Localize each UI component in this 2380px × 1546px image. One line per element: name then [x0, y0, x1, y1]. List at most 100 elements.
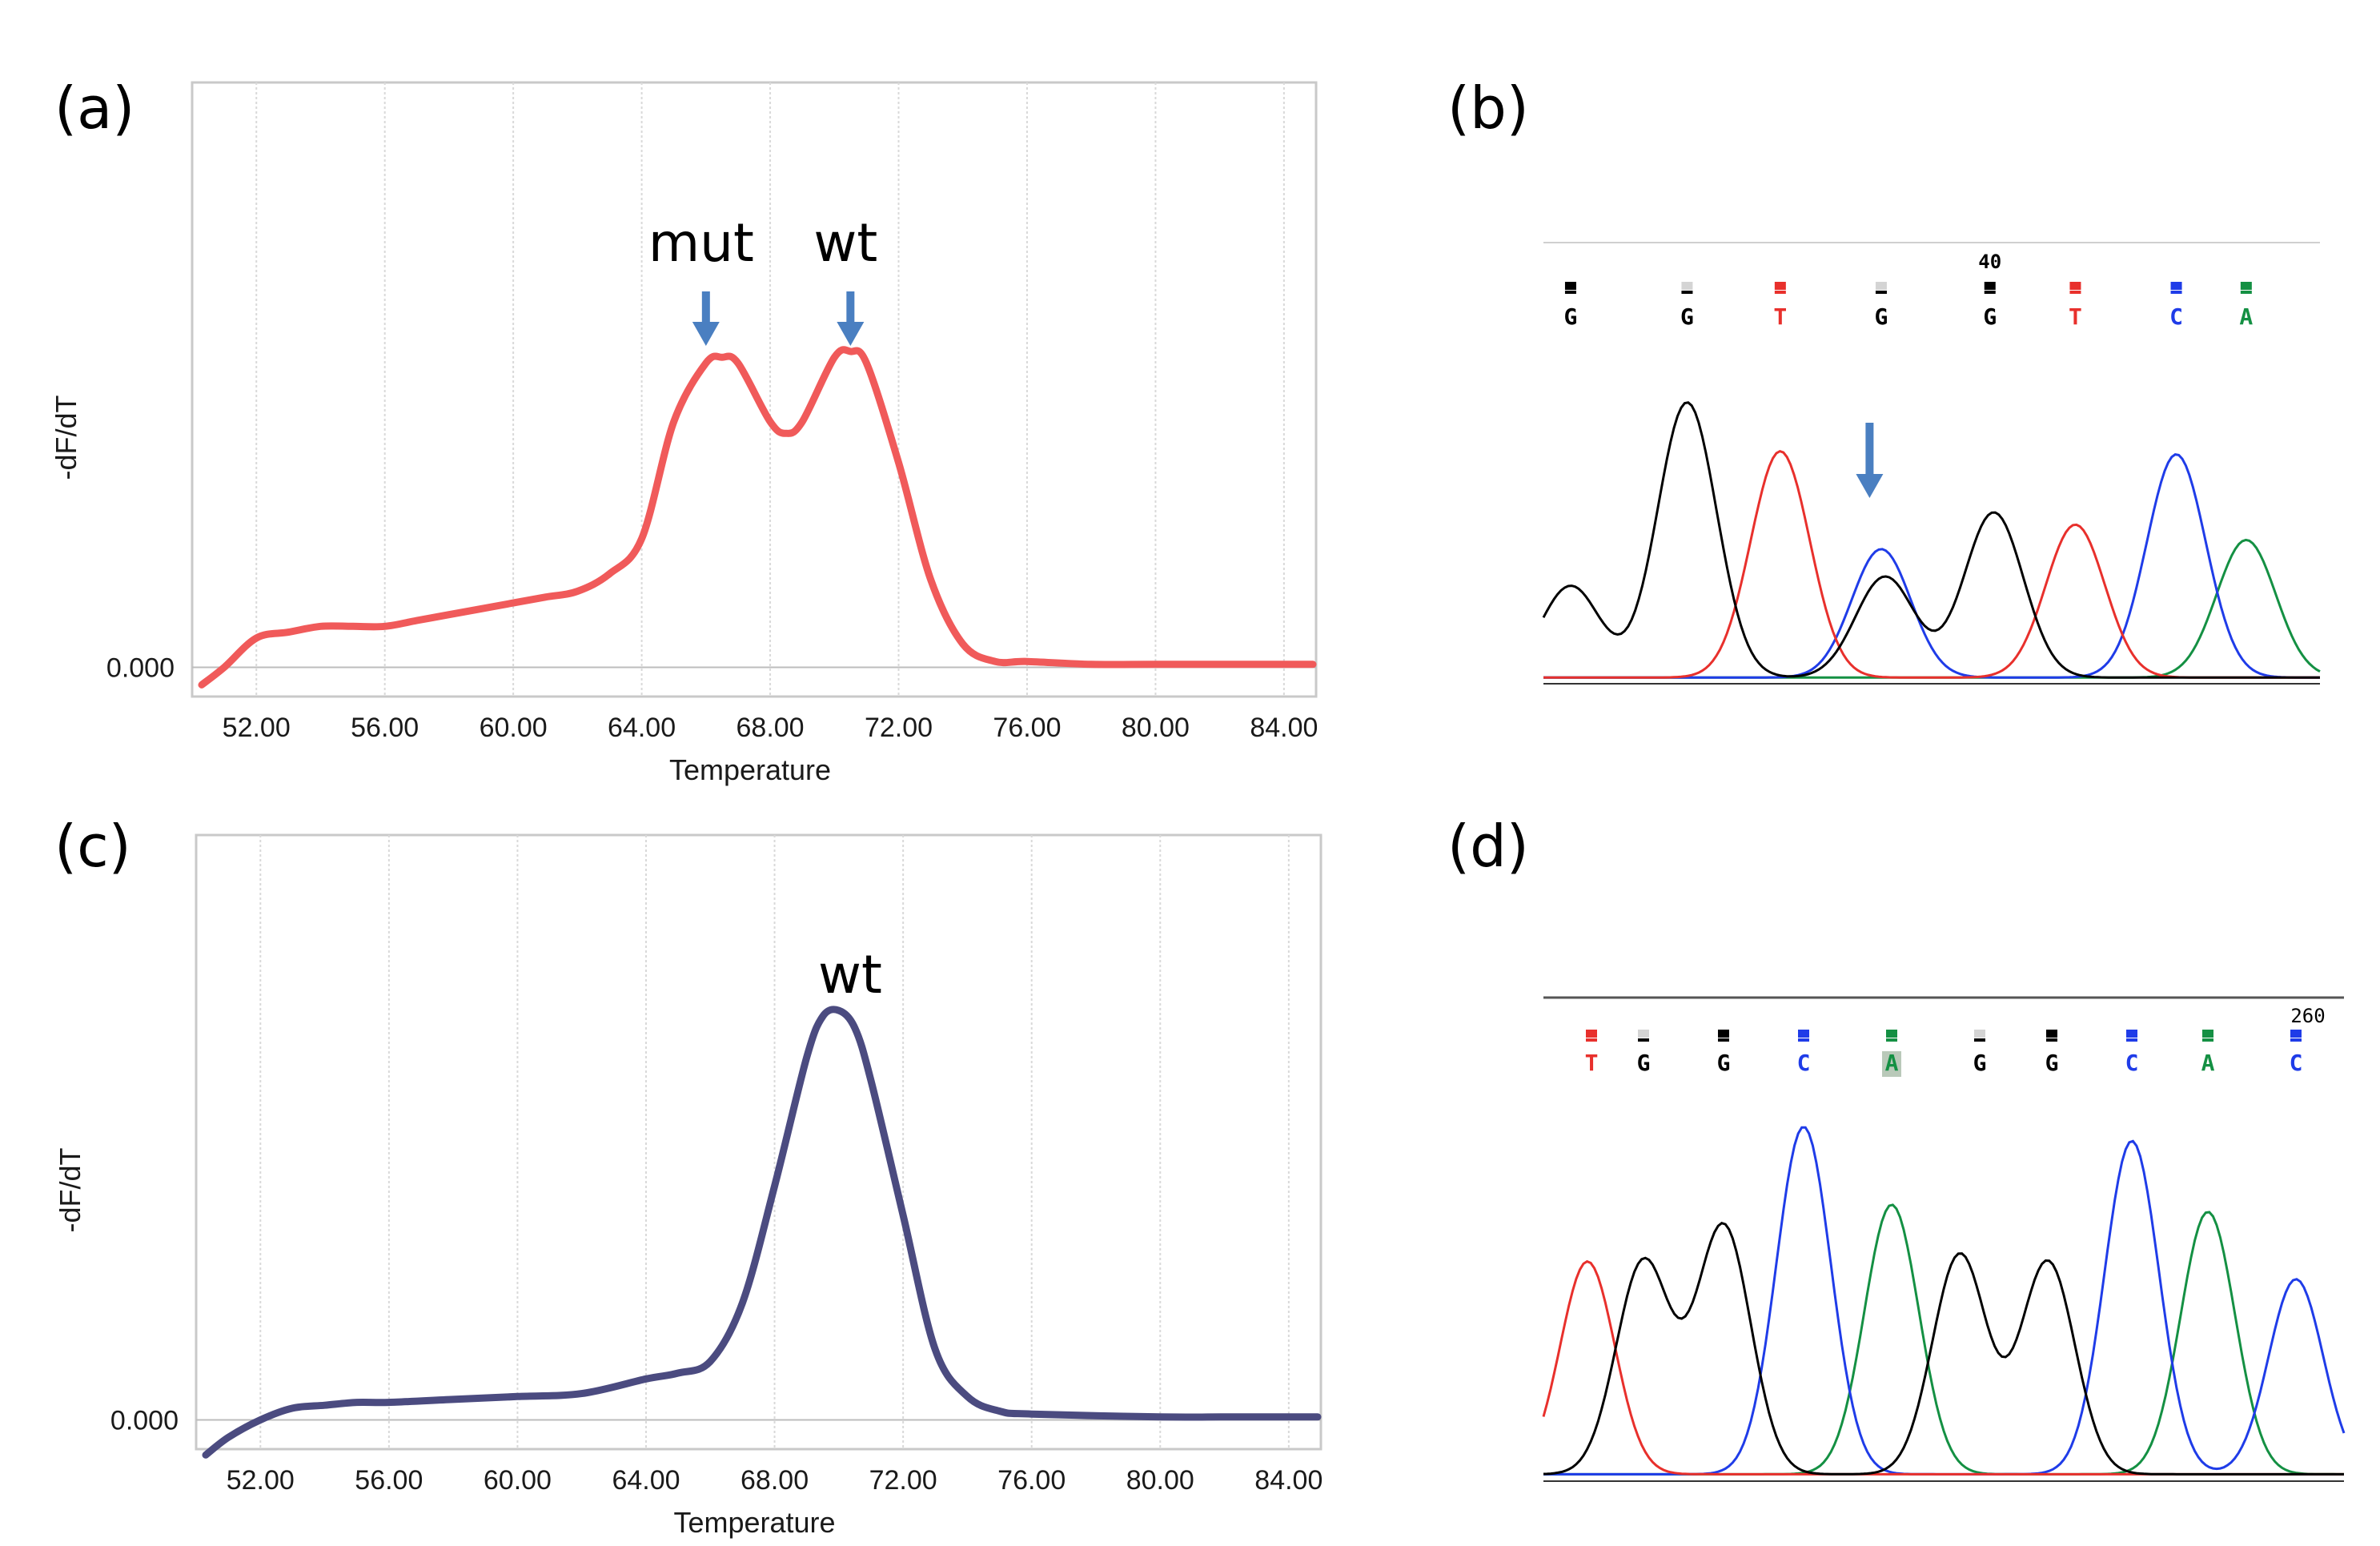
- a-y-zero-label: 0.000: [106, 653, 175, 683]
- d-base-marker: [2202, 1030, 2213, 1038]
- b-mutation-arrow-head: [1856, 474, 1884, 498]
- a-annotation-wt: wt: [813, 212, 877, 274]
- b-base-marker: [1984, 282, 1996, 290]
- c-x-tick-label: 76.00: [997, 1465, 1066, 1496]
- melt-curve-panel-c: 52.00 56.00 60.00 64.00 68.00 72.00 76.00 80.00…: [54, 833, 1322, 1539]
- d-base-marker: [1886, 1030, 1897, 1038]
- b-base-letter: G: [1983, 303, 1997, 330]
- c-annotation-wt: wt: [818, 944, 882, 1006]
- d-base-marker: [1638, 1030, 1649, 1038]
- a-annotation-mut: mut: [648, 212, 754, 274]
- b-base-letter: G: [1875, 303, 1888, 330]
- d-trace-G: [1543, 1222, 2344, 1476]
- d-base-marker: [2046, 1030, 2057, 1038]
- c-melt-curve-line: [202, 1006, 1322, 1459]
- d-base-underline: [1718, 1038, 1729, 1042]
- b-base-underline: [1564, 291, 1576, 294]
- d-base-marker: [1586, 1030, 1597, 1038]
- a-x-axis-title: Temperature: [669, 753, 831, 786]
- d-base-underline: [2290, 1038, 2302, 1042]
- a-x-tick-label: 72.00: [865, 713, 933, 743]
- b-base-underline: [1774, 291, 1786, 294]
- d-base-marker: [1718, 1030, 1729, 1038]
- b-trace-G: [1542, 401, 2320, 679]
- d-base-letter: A: [2201, 1050, 2215, 1076]
- melt-curve-panel-a: 52.00 56.00 60.00 64.00 68.00 72.00 76.00 80.00…: [50, 81, 1318, 786]
- chromatogram-panel-d: 260 T G G C A G G C A C: [1542, 996, 2346, 1482]
- d-base-underline: [1586, 1038, 1597, 1042]
- c-x-axis-title: Temperature: [673, 1506, 835, 1539]
- a-x-tick-label: 76.00: [993, 713, 1061, 743]
- d-base-underline: [1638, 1038, 1649, 1042]
- d-base-marker: [2126, 1030, 2137, 1038]
- d-base-letter: C: [2125, 1050, 2139, 1076]
- b-base-underline: [1681, 291, 1693, 294]
- b-base-marker: [2069, 282, 2081, 290]
- a-melt-curve-line: [198, 346, 1317, 689]
- c-x-tick-label: 60.00: [484, 1465, 552, 1496]
- a-x-tick-label: 80.00: [1122, 713, 1190, 743]
- panel-label-b: (b): [1447, 74, 1529, 142]
- a-y-axis-title: -dF/dT: [50, 395, 82, 480]
- b-base-underline: [2069, 291, 2081, 294]
- b-mutation-arrow: [1856, 423, 1884, 498]
- c-x-tick-label: 64.00: [612, 1465, 680, 1496]
- d-base-highlight: [1882, 1051, 1901, 1077]
- d-base-underline: [1798, 1038, 1809, 1042]
- b-base-underline: [2170, 291, 2182, 294]
- c-y-zero-label: 0.000: [110, 1405, 179, 1436]
- b-base-letter: G: [1680, 303, 1694, 330]
- panel-label-d: (d): [1447, 813, 1529, 880]
- d-base-letter: G: [1973, 1050, 1987, 1076]
- d-base-letter: G: [2045, 1050, 2059, 1076]
- d-position-label: 260: [2290, 1005, 2325, 1027]
- b-position-label: 40: [1978, 251, 2001, 273]
- c-x-tick-label: 52.00: [227, 1465, 295, 1496]
- a-x-tick-label: 56.00: [351, 713, 419, 743]
- d-base-underline: [2126, 1038, 2137, 1042]
- d-base-underline: [1974, 1038, 1985, 1042]
- c-x-tick-label: 56.00: [355, 1465, 423, 1496]
- d-base-underline: [2202, 1038, 2213, 1042]
- c-x-tick-label: 84.00: [1254, 1465, 1322, 1496]
- d-base-letter: C: [2290, 1050, 2303, 1076]
- panel-label-c: (c): [54, 813, 131, 880]
- a-arrow-wt: [837, 291, 865, 346]
- c-x-tick-label: 68.00: [740, 1465, 809, 1496]
- a-x-tick-label: 64.00: [608, 713, 676, 743]
- d-base-marker: [2290, 1030, 2302, 1038]
- panel-label-a: (a): [54, 74, 134, 142]
- b-base-marker: [2240, 282, 2252, 290]
- c-plot-frame: [195, 833, 1322, 1451]
- d-base-letter: C: [1797, 1050, 1811, 1076]
- b-base-marker: [1774, 282, 1786, 290]
- b-base-underline: [2240, 291, 2252, 294]
- d-base-marker: [1974, 1030, 1985, 1038]
- d-base-letter: T: [1585, 1050, 1599, 1076]
- b-base-marker: [2170, 282, 2182, 290]
- b-base-marker: [1681, 282, 1693, 290]
- c-x-tick-label: 72.00: [869, 1465, 937, 1496]
- d-base-letter: G: [1637, 1050, 1651, 1076]
- a-x-tick-label: 68.00: [736, 713, 805, 743]
- a-arrow-mut: [692, 291, 720, 346]
- c-y-axis-title: -dF/dT: [54, 1147, 86, 1232]
- b-base-underline: [1984, 291, 1996, 294]
- b-base-letter: C: [2169, 303, 2183, 330]
- b-base-underline: [1875, 291, 1887, 294]
- d-base-marker: [1798, 1030, 1809, 1038]
- chromatogram-panel-b: 40 G G T G G T C A: [1542, 242, 2321, 685]
- d-base-letter: G: [1717, 1050, 1731, 1076]
- a-x-tick-label: 60.00: [480, 713, 548, 743]
- a-x-tick-label: 84.00: [1250, 713, 1318, 743]
- b-base-marker: [1875, 282, 1887, 290]
- b-base-letter: T: [1773, 303, 1787, 330]
- b-base-marker: [1564, 282, 1576, 290]
- b-base-letter: T: [2069, 303, 2082, 330]
- d-base-underline: [1886, 1038, 1897, 1042]
- b-base-letter: A: [2239, 303, 2253, 330]
- d-base-letter: A: [1885, 1050, 1899, 1076]
- c-x-tick-label: 80.00: [1126, 1465, 1194, 1496]
- b-base-letter: G: [1564, 303, 1578, 330]
